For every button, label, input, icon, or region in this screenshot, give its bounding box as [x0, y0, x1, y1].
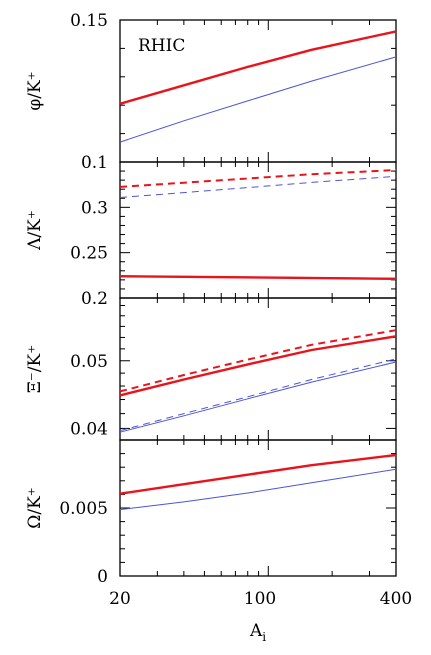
panel-4: 0.005 0 Ω/K⁺	[25, 439, 397, 587]
y-tick-label: 0.005	[59, 499, 108, 519]
series-line-1	[119, 453, 397, 495]
panel-1: 0.15 0.1 RHIC φ/K⁺	[25, 11, 397, 173]
y-axis-title: Λ/K⁺	[25, 210, 45, 251]
series-line-2	[119, 175, 397, 198]
x-tick-label-100: 100	[244, 589, 276, 609]
panel-3: 0.05 0.04 Ξ⁻/K⁺	[25, 297, 397, 441]
series-line-1	[119, 30, 397, 105]
x-tick-label-20: 20	[109, 589, 131, 609]
y-tick-label: 0.1	[81, 153, 108, 173]
panel-2: 0.3 0.25 0.2 Λ/K⁺	[25, 161, 397, 309]
x-tick-label-400: 400	[380, 589, 412, 609]
y-tick-label: 0.04	[70, 419, 108, 439]
series-line-2	[119, 335, 397, 397]
series-line-2	[119, 56, 397, 143]
y-axis-title: φ/K⁺	[25, 71, 45, 110]
y-tick-label: 0.3	[81, 198, 108, 218]
y-tick-label: 0.05	[70, 352, 108, 372]
panel-annotation: RHIC	[138, 36, 185, 56]
y-tick-label: 0	[97, 567, 108, 587]
x-axis: 20 100 400 Ai	[109, 589, 412, 644]
y-tick-label: 0.2	[81, 289, 108, 309]
x-axis-title: Ai	[249, 621, 266, 644]
y-axis-title: Ξ⁻/K⁺	[25, 345, 45, 393]
y-axis-title: Ω/K⁺	[25, 487, 45, 529]
x-axis-title-subscript: i	[262, 630, 266, 644]
series-line-4	[119, 275, 397, 280]
chart-panels: 0.15 0.1 RHIC φ/K⁺ 0.3 0.25 0.2 Λ/K⁺ 0.05 0.04 Ξ⁻/…	[25, 11, 397, 587]
y-tick-label: 0.15	[70, 11, 108, 31]
series-line-1	[119, 169, 397, 188]
series-line-1	[119, 329, 397, 393]
series-line-2	[119, 468, 397, 511]
y-tick-label: 0.25	[70, 244, 108, 264]
series-line-4	[119, 361, 397, 433]
series-line-3	[119, 358, 397, 432]
